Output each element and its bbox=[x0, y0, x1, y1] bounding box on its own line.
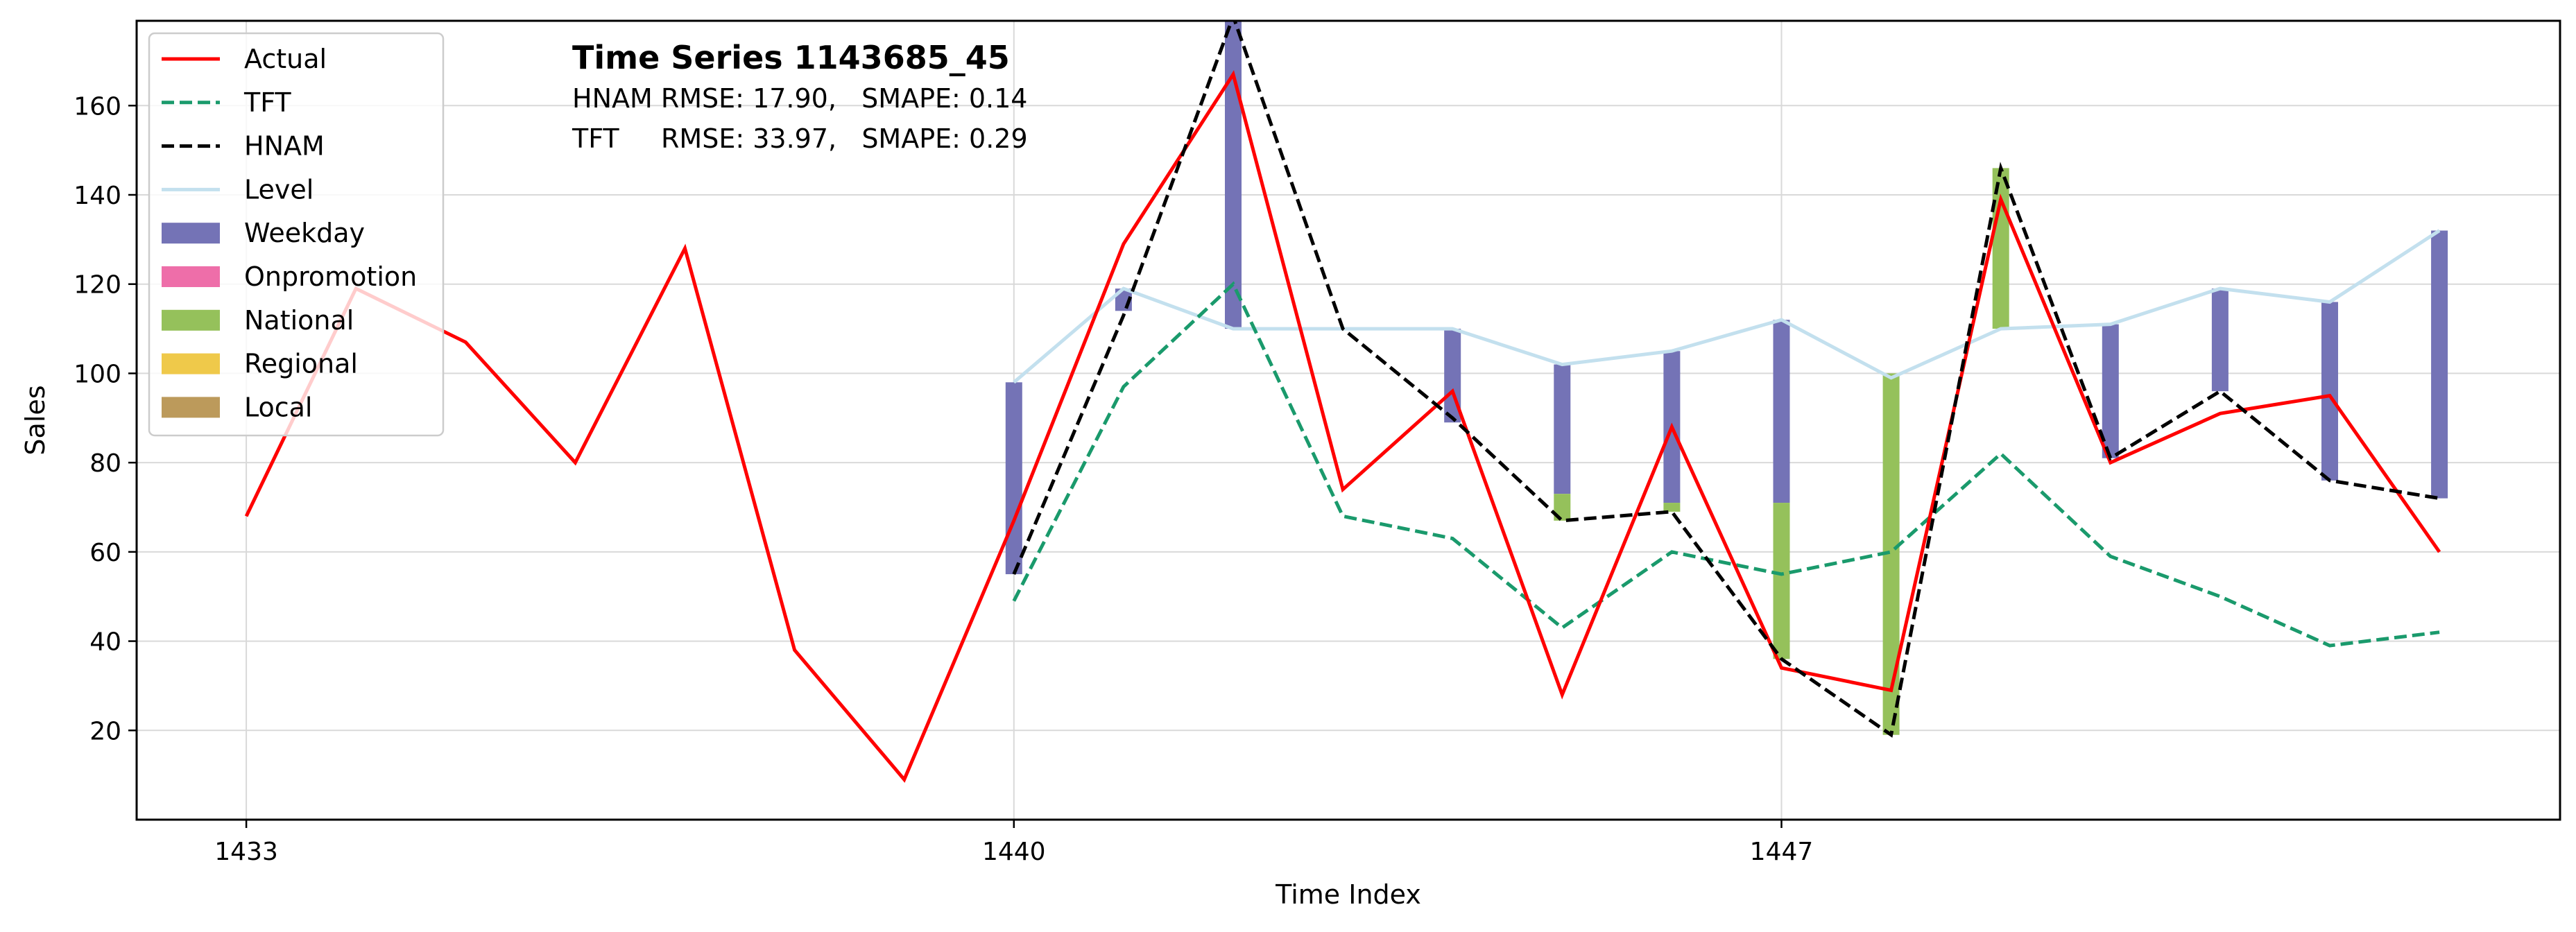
legend-swatch-local bbox=[162, 397, 220, 418]
legend-label-onpromotion: Onpromotion bbox=[244, 261, 417, 292]
series-lines bbox=[244, 21, 2441, 783]
legend-label-hnam: HNAM bbox=[244, 131, 325, 162]
legend-label-level: Level bbox=[244, 174, 314, 205]
x-axis: 1433 1440 1447 bbox=[214, 820, 1813, 866]
y-tick-label: 40 bbox=[89, 628, 121, 657]
legend: Actual TFT HNAM Level Weekday Onpromotion Nati… bbox=[148, 32, 445, 437]
legend-swatch-onpromotion bbox=[162, 266, 220, 287]
bar-weekday bbox=[2211, 288, 2229, 392]
bar-national bbox=[1663, 503, 1681, 512]
bar-weekday bbox=[2431, 230, 2448, 499]
legend-label-tft: TFT bbox=[243, 87, 291, 118]
series-line-hnam bbox=[1012, 21, 2440, 738]
series-line-tft bbox=[1012, 281, 2440, 648]
legend-swatch-regional bbox=[162, 353, 220, 374]
series-line-actual bbox=[244, 70, 2441, 783]
y-tick-label: 100 bbox=[74, 360, 121, 388]
y-axis: 20 40 60 80 100 120 140 160 bbox=[74, 92, 137, 745]
plot-frame bbox=[135, 19, 2561, 821]
legend-label-weekday: Weekday bbox=[244, 218, 365, 248]
legend-label-national: National bbox=[244, 305, 354, 336]
annotation-tft-metrics: TFT RMSE: 33.97, SMAPE: 0.29 bbox=[572, 123, 1028, 154]
y-tick-label: 120 bbox=[74, 271, 121, 300]
x-axis-title: Time Index bbox=[1275, 879, 1421, 910]
series-line-level bbox=[1013, 229, 2441, 384]
bar-weekday bbox=[1554, 364, 1571, 494]
bar-national bbox=[1773, 503, 1790, 659]
legend-label-local: Local bbox=[244, 392, 313, 422]
bar-weekday bbox=[2321, 302, 2338, 481]
annotation-hnam-metrics: HNAM RMSE: 17.90, SMAPE: 0.14 bbox=[572, 83, 1027, 114]
legend-swatch-national bbox=[162, 309, 220, 331]
x-tick-label: 1433 bbox=[214, 838, 278, 866]
legend-label-regional: Regional bbox=[244, 349, 358, 379]
bar-weekday bbox=[2102, 324, 2119, 458]
legend-label-actual: Actual bbox=[244, 44, 327, 74]
x-tick-label: 1447 bbox=[1750, 838, 1814, 866]
bar-weekday bbox=[1773, 320, 1790, 503]
y-tick-label: 160 bbox=[74, 92, 121, 121]
chart-title: Time Series 1143685_45 bbox=[572, 39, 1010, 76]
legend-frame bbox=[148, 32, 445, 437]
x-tick-label: 1440 bbox=[982, 838, 1046, 866]
y-tick-label: 80 bbox=[89, 449, 121, 478]
bar-weekday bbox=[1005, 382, 1022, 575]
y-tick-label: 20 bbox=[89, 717, 121, 745]
legend-swatch-weekday bbox=[162, 223, 220, 244]
y-tick-label: 60 bbox=[89, 539, 121, 567]
y-tick-label: 140 bbox=[74, 182, 121, 210]
y-axis-title: Sales bbox=[20, 385, 51, 455]
